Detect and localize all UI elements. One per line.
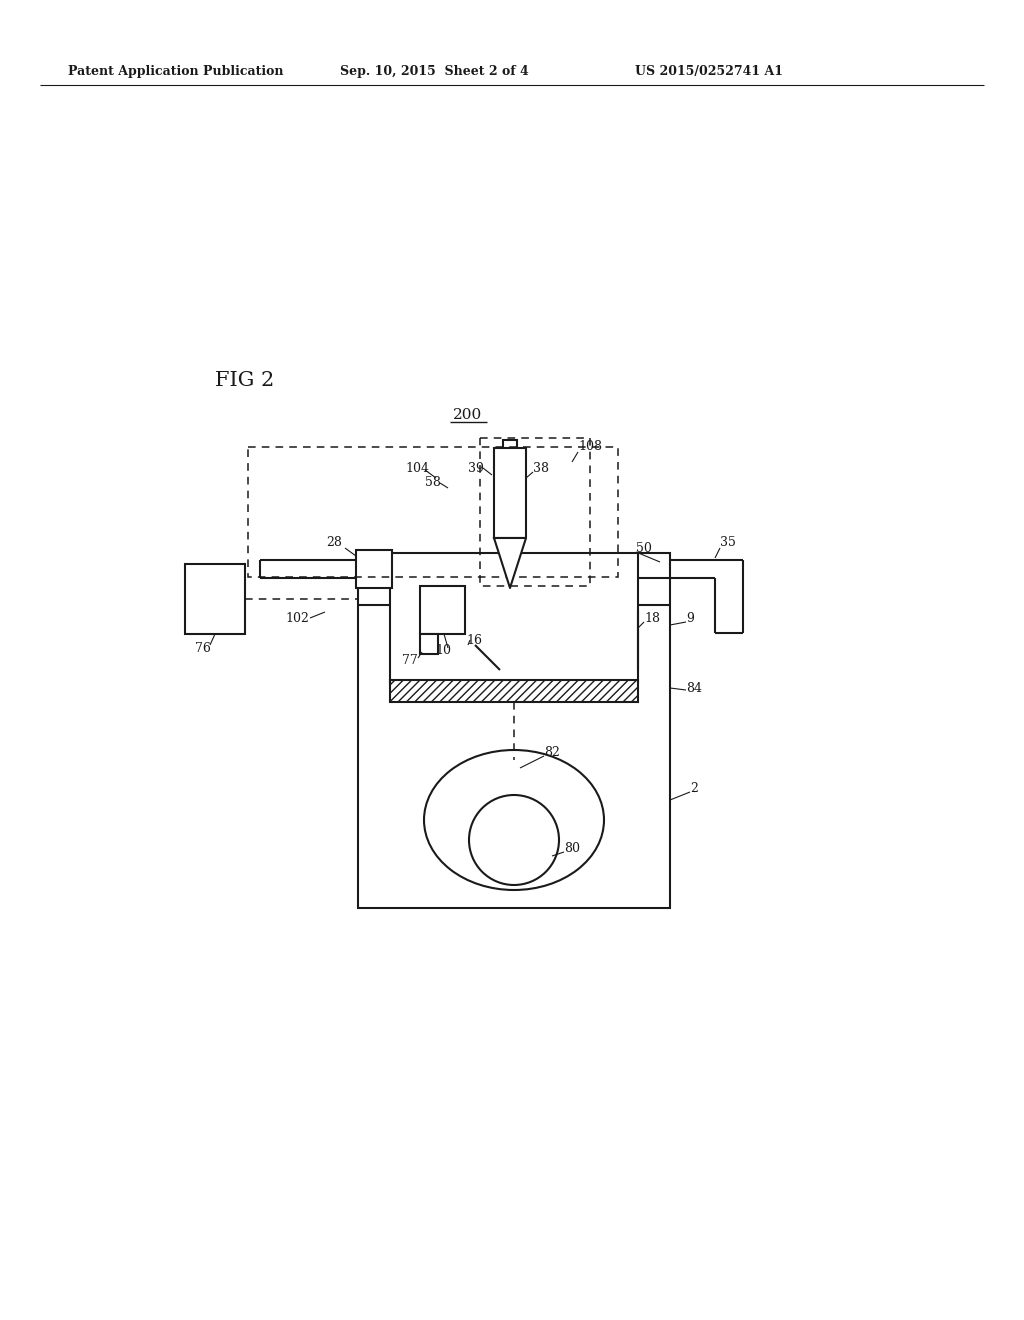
Text: 102: 102	[285, 611, 309, 624]
Bar	[248, 447, 618, 577]
Text: 200: 200	[454, 408, 482, 422]
Bar	[420, 634, 438, 653]
Bar	[358, 553, 670, 908]
Text: 82: 82	[544, 746, 560, 759]
Text: 38: 38	[534, 462, 549, 474]
Text: 10: 10	[435, 644, 451, 656]
Polygon shape	[494, 539, 526, 587]
Text: 58: 58	[425, 477, 441, 490]
Text: 50: 50	[636, 541, 652, 554]
Bar	[185, 564, 245, 634]
Text: 76: 76	[195, 642, 211, 655]
Text: 84: 84	[686, 681, 702, 694]
Text: 35: 35	[720, 536, 736, 549]
Text: 39: 39	[468, 462, 484, 474]
Bar	[494, 447, 526, 539]
Bar	[356, 550, 392, 587]
Text: 108: 108	[578, 441, 602, 454]
Text: 18: 18	[644, 611, 660, 624]
Text: Sep. 10, 2015  Sheet 2 of 4: Sep. 10, 2015 Sheet 2 of 4	[340, 66, 528, 78]
Text: 80: 80	[564, 842, 580, 854]
Text: 28: 28	[326, 536, 342, 549]
Bar	[390, 680, 638, 702]
Text: 77: 77	[402, 653, 418, 667]
Bar	[420, 586, 465, 634]
Text: 104: 104	[406, 462, 429, 474]
Text: 2: 2	[690, 781, 698, 795]
Text: Patent Application Publication: Patent Application Publication	[68, 66, 284, 78]
Text: US 2015/0252741 A1: US 2015/0252741 A1	[635, 66, 783, 78]
Bar	[480, 438, 590, 586]
Text: FIG 2: FIG 2	[215, 371, 274, 389]
Bar	[503, 440, 517, 554]
Text: 9: 9	[686, 611, 694, 624]
Text: 16: 16	[466, 635, 482, 648]
